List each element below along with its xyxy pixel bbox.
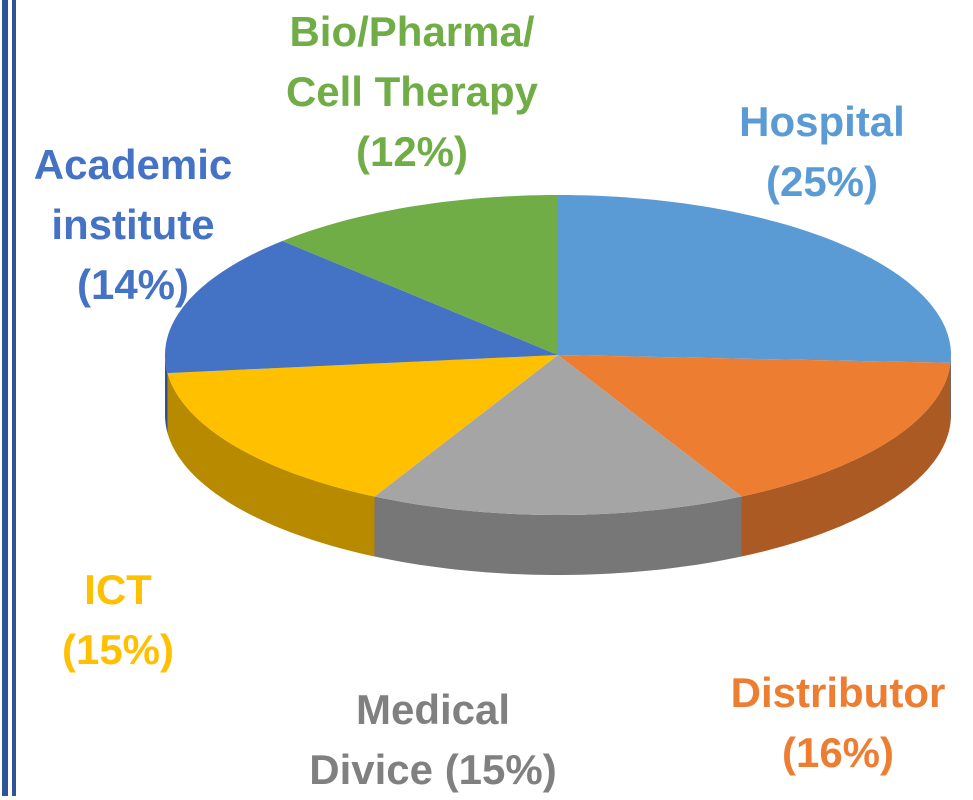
slice-side [374, 496, 742, 575]
category-label: Bio/Pharma/Cell Therapy [285, 8, 539, 115]
slice-label: Hospital (25%) [707, 92, 937, 212]
pie [165, 195, 951, 575]
slice [167, 355, 558, 497]
value-label: (16%) [781, 729, 895, 776]
slice-label: ICT (15%) [38, 560, 198, 680]
slice [282, 195, 558, 355]
slice [374, 355, 742, 515]
slice-side [165, 355, 168, 434]
category-label: Medical Divice [309, 686, 511, 793]
category-label: Distributor [730, 669, 946, 716]
slice-side [167, 373, 375, 557]
slice-label: Academic institute (14%) [18, 135, 248, 315]
border-bar [2, 0, 8, 796]
category-label: Academic institute [33, 141, 233, 248]
slice-side [950, 355, 951, 423]
category-label: Hospital [739, 98, 905, 145]
slice-label: Medical Divice (15%) [298, 680, 568, 800]
value-label: (25%) [765, 158, 879, 205]
value-label: (15%) [444, 746, 557, 793]
value-label: (14%) [76, 261, 190, 308]
slice [165, 241, 558, 374]
category-label: ICT [84, 566, 152, 613]
slice [558, 195, 951, 363]
slice-label: Distributor (16%) [698, 663, 973, 783]
slice [558, 355, 951, 497]
slice-label: Bio/Pharma/Cell Therapy (12%) [281, 2, 543, 182]
value-label: (15%) [61, 626, 175, 673]
value-label: (12%) [355, 128, 469, 175]
slice-side [741, 362, 951, 557]
border-bar [12, 0, 16, 796]
